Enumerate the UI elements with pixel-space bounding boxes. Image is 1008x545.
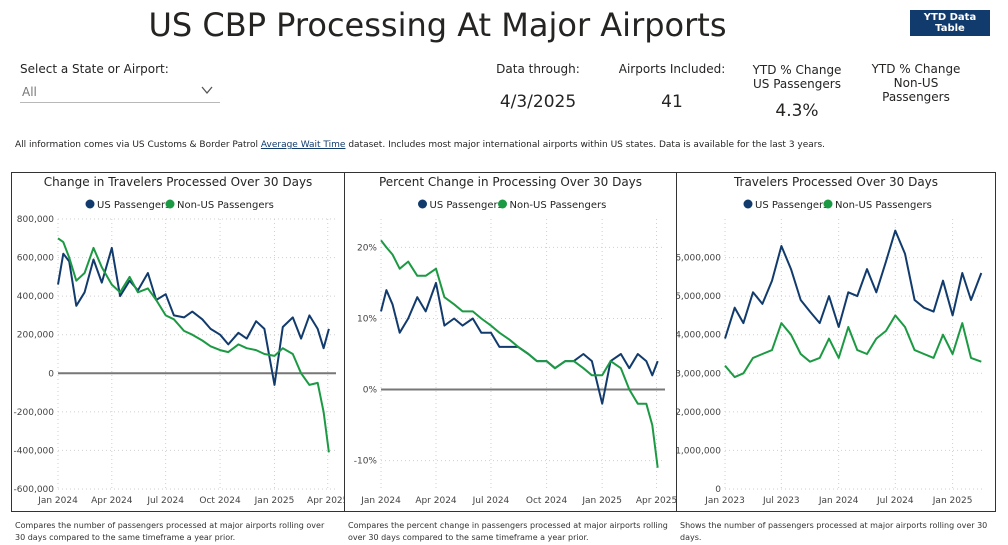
x-tick-label: Apr 2025 bbox=[636, 496, 676, 506]
legend-label: Non-US Passengers bbox=[510, 200, 607, 211]
legend-marker bbox=[85, 199, 95, 209]
x-tick-label: Apr 2024 bbox=[91, 496, 133, 506]
us-passengers-line bbox=[724, 229, 983, 339]
chart-panel-change: Change in Travelers Processed Over 30 Da… bbox=[11, 172, 345, 512]
x-tick-label: Apr 2025 bbox=[307, 496, 344, 506]
legend-marker bbox=[165, 199, 175, 209]
legend-label: US Passengers bbox=[97, 200, 170, 211]
kpi-label: YTD % Change bbox=[871, 62, 961, 76]
chart-legend: US Passengers Non-US Passengers bbox=[85, 199, 274, 211]
kpi-label: US Passengers bbox=[753, 77, 841, 91]
y-tick-label: -600,000 bbox=[14, 485, 55, 495]
x-tick-label: Jan 2025 bbox=[254, 496, 295, 506]
x-tick-label: Jan 2024 bbox=[37, 496, 78, 506]
y-tick-label: 6,000,000 bbox=[677, 254, 721, 264]
x-tick-label: Jul 2024 bbox=[472, 496, 510, 506]
y-tick-label: 2,000,000 bbox=[677, 408, 721, 418]
legend-marker bbox=[498, 199, 507, 209]
legend-label: Non-US Passengers bbox=[835, 200, 932, 211]
kpi-airports-included: Airports Included: 41 bbox=[612, 62, 732, 112]
chevron-down-icon bbox=[201, 86, 213, 95]
x-tick-label: Jan 2023 bbox=[704, 496, 745, 506]
y-tick-label: 0 bbox=[48, 369, 54, 379]
y-tick-label: -10% bbox=[354, 457, 378, 467]
y-tick-label: 600,000 bbox=[17, 254, 54, 264]
y-tick-label: -400,000 bbox=[14, 446, 55, 456]
y-tick-label: 200,000 bbox=[17, 331, 54, 341]
change-chart: Change in Travelers Processed Over 30 Da… bbox=[14, 175, 344, 506]
x-tick-label: Apr 2024 bbox=[415, 496, 457, 506]
x-tick-label: Oct 2024 bbox=[199, 496, 241, 506]
x-tick-label: Jul 2024 bbox=[876, 496, 914, 506]
kpi-value: 4/3/2025 bbox=[499, 92, 577, 112]
kpi-ytd-us: YTD % Change US Passengers 4.3% bbox=[737, 63, 857, 121]
kpi-label: Passengers bbox=[882, 90, 950, 104]
y-tick-label: 1,000,000 bbox=[677, 446, 721, 456]
y-tick-label: 10% bbox=[357, 314, 377, 324]
chart-title: Travelers Processed Over 30 Days bbox=[733, 175, 938, 189]
state-airport-dropdown[interactable]: All bbox=[20, 82, 220, 103]
chart3-description: Shows the number of passengers processed… bbox=[680, 521, 988, 542]
kpi-data-through: Data through: 4/3/2025 bbox=[478, 62, 598, 112]
legend-label: Non-US Passengers bbox=[177, 200, 274, 211]
y-tick-label: -200,000 bbox=[14, 408, 55, 418]
legend-marker bbox=[823, 199, 833, 209]
chart2-description: Compares the percent change in passenger… bbox=[348, 521, 668, 542]
page-title: US CBP Processing At Major Airports bbox=[148, 6, 727, 44]
x-tick-label: Jul 2024 bbox=[146, 496, 184, 506]
non-us-passengers-line bbox=[57, 237, 330, 453]
x-tick-label: Jul 2023 bbox=[762, 496, 800, 506]
kpi-ytd-non-us: YTD % Change Non-US Passengers bbox=[856, 62, 976, 124]
average-wait-time-link[interactable]: Average Wait Time bbox=[260, 140, 346, 150]
chart-title: Change in Travelers Processed Over 30 Da… bbox=[44, 175, 313, 189]
chart-panel-percent: Percent Change in Processing Over 30 Day… bbox=[344, 172, 677, 512]
chart-legend: US Passengers Non-US Passengers bbox=[418, 199, 607, 211]
legend-label: US Passengers bbox=[430, 200, 503, 211]
chart1-description: Compares the number of passengers proces… bbox=[15, 521, 325, 542]
y-tick-label: 5,000,000 bbox=[677, 292, 721, 302]
slicer-label: Select a State or Airport: bbox=[20, 62, 169, 76]
non-us-passengers-line bbox=[380, 239, 659, 468]
dropdown-value: All bbox=[22, 85, 37, 99]
y-tick-label: 0 bbox=[715, 485, 721, 495]
travelers-chart: Travelers Processed Over 30 Days US Passe… bbox=[677, 175, 985, 506]
non-us-passengers-line bbox=[724, 314, 982, 379]
x-tick-label: Jan 2024 bbox=[818, 496, 859, 506]
y-tick-label: 20% bbox=[357, 243, 377, 253]
chart-panel-travelers: Travelers Processed Over 30 Days US Passe… bbox=[676, 172, 996, 512]
chart-title: Percent Change in Processing Over 30 Day… bbox=[379, 175, 642, 189]
kpi-label: Non-US bbox=[893, 76, 939, 90]
us-passengers-line bbox=[57, 246, 330, 386]
x-tick-label: Jan 2025 bbox=[932, 496, 973, 506]
info-suffix: dataset. Includes most major internation… bbox=[345, 140, 826, 150]
kpi-label: YTD % Change bbox=[752, 63, 842, 77]
legend-marker bbox=[743, 199, 753, 209]
y-tick-label: 800,000 bbox=[17, 215, 54, 225]
legend-label: US Passengers bbox=[755, 200, 828, 211]
percent-chart: Percent Change in Processing Over 30 Day… bbox=[354, 175, 676, 506]
y-tick-label: 400,000 bbox=[17, 292, 54, 302]
kpi-label: Data through: bbox=[496, 62, 580, 76]
y-tick-label: 4,000,000 bbox=[677, 331, 721, 341]
x-tick-label: Jan 2025 bbox=[581, 496, 622, 506]
kpi-value: 4.3% bbox=[775, 101, 819, 121]
info-text: All information comes via US Customs & B… bbox=[15, 140, 995, 150]
kpi-label: Airports Included: bbox=[618, 62, 726, 76]
y-tick-label: 0% bbox=[363, 386, 378, 396]
chart-legend: US Passengers Non-US Passengers bbox=[743, 199, 932, 211]
ytd-data-table-button[interactable]: YTD Data Table bbox=[910, 10, 990, 36]
info-prefix: All information comes via US Customs & B… bbox=[15, 140, 261, 150]
us-passengers-line bbox=[380, 281, 659, 405]
x-tick-label: Jan 2024 bbox=[360, 496, 401, 506]
y-tick-label: 3,000,000 bbox=[677, 369, 721, 379]
legend-marker bbox=[418, 199, 427, 209]
x-tick-label: Oct 2024 bbox=[526, 496, 568, 506]
kpi-value: 41 bbox=[661, 92, 683, 112]
